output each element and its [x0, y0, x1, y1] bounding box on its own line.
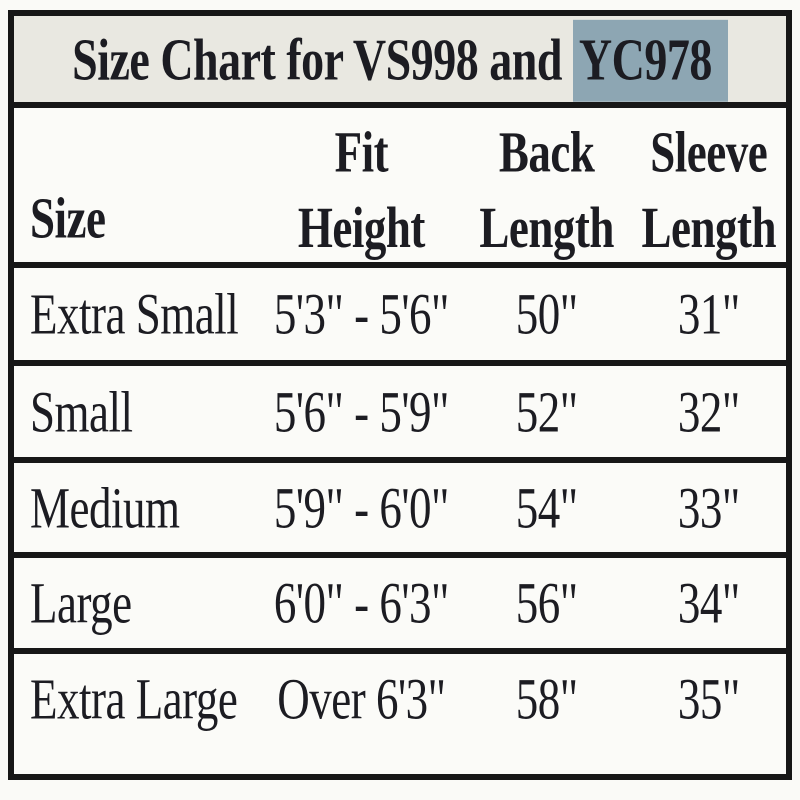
size-cell: Extra Large	[14, 666, 261, 731]
sleeve-length-value: 31"	[677, 281, 740, 347]
table-title-row: Size Chart for VS998 and YC978	[14, 16, 786, 102]
column-header-size: Size	[14, 186, 261, 251]
back-length-cell: 52"	[462, 379, 632, 444]
column-header-fit-height: Fit Height	[261, 119, 462, 259]
table-row-large: Large 6'0" - 6'3" 56" 34"	[14, 552, 786, 648]
size-value: Extra Small	[30, 281, 239, 347]
back-length-value: 50"	[515, 281, 578, 347]
column-header-sleeve-length-line2: Length	[641, 194, 777, 260]
sleeve-length-cell: 33"	[632, 475, 786, 540]
sleeve-length-cell: 32"	[632, 379, 786, 444]
fit-height-value: 5'3" - 5'6"	[273, 281, 449, 347]
column-header-fit-height-line1: Fit	[334, 119, 389, 185]
size-chart-table: Size Chart for VS998 and YC978 Size Fit H…	[8, 10, 792, 780]
size-cell: Large	[14, 571, 261, 636]
size-value: Extra Large	[30, 666, 238, 731]
sleeve-length-value: 34"	[677, 570, 740, 636]
column-header-back-length: Back Length	[462, 119, 632, 259]
back-length-cell: 50"	[462, 282, 632, 347]
fit-height-cell: 6'0" - 6'3"	[261, 571, 462, 636]
size-value: Small	[30, 379, 133, 444]
table-title-prefix: Size Chart for VS998 and	[72, 25, 573, 93]
sleeve-length-cell: 31"	[632, 282, 786, 347]
size-value: Large	[30, 570, 132, 636]
size-value: Medium	[30, 475, 180, 540]
fit-height-cell: 5'9" - 6'0"	[261, 475, 462, 540]
fit-height-cell: 5'3" - 5'6"	[261, 282, 462, 347]
column-header-sleeve-length: Sleeve Length	[632, 119, 786, 259]
sleeve-length-cell: 34"	[632, 571, 786, 636]
table-title-highlighted-term: YC978	[572, 19, 728, 102]
table-title: Size Chart for VS998 and YC978	[72, 19, 728, 102]
fit-height-cell: Over 6'3"	[261, 666, 462, 731]
table-row-extra-large: Extra Large Over 6'3" 58" 35"	[14, 648, 786, 743]
back-length-value: 58"	[515, 666, 578, 731]
fit-height-value: Over 6'3"	[277, 666, 446, 731]
fit-height-value: 5'9" - 6'0"	[273, 475, 449, 540]
fit-height-value: 6'0" - 6'3"	[273, 570, 449, 636]
table-row-extra-small: Extra Small 5'3" - 5'6" 50" 31"	[14, 262, 786, 360]
sleeve-length-value: 32"	[677, 379, 740, 444]
size-cell: Extra Small	[14, 282, 261, 347]
fit-height-value: 5'6" - 5'9"	[273, 379, 449, 444]
sleeve-length-value: 35"	[677, 666, 740, 731]
back-length-value: 52"	[515, 379, 578, 444]
back-length-cell: 54"	[462, 475, 632, 540]
column-header-size-label: Size	[30, 185, 106, 251]
sleeve-length-cell: 35"	[632, 666, 786, 731]
table-row-small: Small 5'6" - 5'9" 52" 32"	[14, 360, 786, 457]
fit-height-cell: 5'6" - 5'9"	[261, 379, 462, 444]
size-cell: Medium	[14, 475, 261, 540]
column-header-fit-height-line2: Height	[297, 194, 426, 260]
back-length-value: 54"	[515, 475, 578, 540]
back-length-cell: 58"	[462, 666, 632, 731]
table-row-medium: Medium 5'9" - 6'0" 54" 33"	[14, 457, 786, 552]
back-length-value: 56"	[515, 570, 578, 636]
size-cell: Small	[14, 379, 261, 444]
column-header-sleeve-length-line1: Sleeve	[650, 119, 768, 185]
back-length-cell: 56"	[462, 571, 632, 636]
column-header-back-length-line2: Length	[479, 194, 614, 260]
table-header-row: Size Fit Height Back Length Sleeve Length	[14, 102, 786, 262]
column-header-back-length-line1: Back	[498, 119, 595, 185]
sleeve-length-value: 33"	[677, 475, 740, 540]
